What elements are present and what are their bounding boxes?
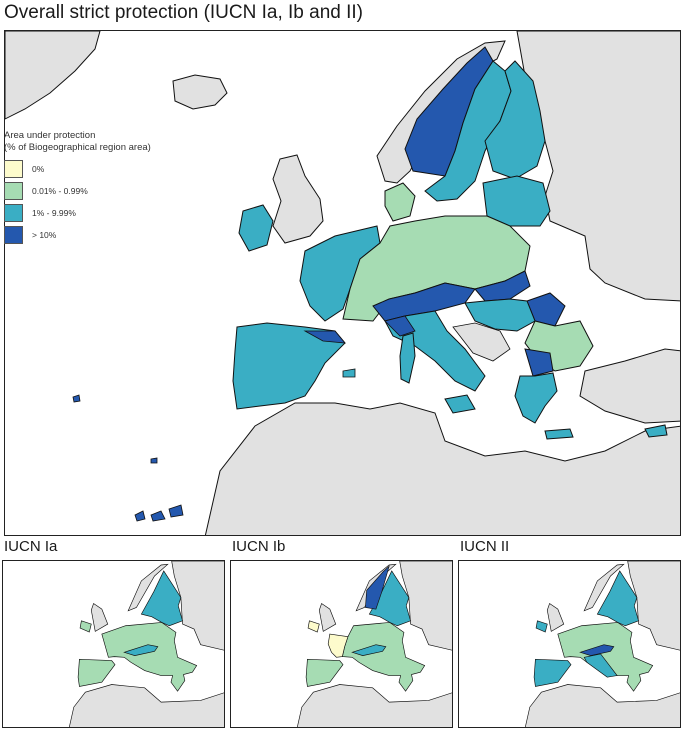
iucn-ii-map[interactable] [458, 560, 681, 728]
legend-title-line2: (% of Biogeographical region area) [4, 142, 151, 153]
legend-title-line1: Area under protection [4, 130, 96, 141]
main-map[interactable] [4, 30, 681, 536]
north-africa [524, 684, 680, 727]
legend-swatch [4, 160, 23, 178]
pyrenees [303, 330, 346, 344]
alpine-scandinavia [365, 565, 390, 610]
legend-label: > 10% [32, 230, 57, 240]
iucn-ib-map-svg [231, 561, 452, 727]
united-kingdom [318, 602, 337, 632]
russia [399, 561, 452, 651]
legend-swatch [4, 204, 23, 222]
turkey [579, 348, 680, 424]
united-kingdom [90, 602, 109, 632]
iucn-ii-map-svg [459, 561, 680, 727]
map-title: Overall strict protection (IUCN Ia, Ib a… [4, 2, 364, 23]
greece [514, 372, 558, 424]
russia [171, 561, 224, 651]
alps [123, 644, 159, 656]
central-europe [341, 622, 426, 692]
legend-swatch [4, 226, 23, 244]
legend-label: 0% [32, 164, 45, 174]
azores [72, 394, 81, 403]
panel-label-iucn-ia: IUCN Ia [4, 538, 58, 555]
map-legend: Area under protection (% of Biogeographi… [4, 130, 151, 246]
legend-item: > 10% [4, 224, 151, 246]
sardinia-corsica [399, 332, 416, 384]
italy [583, 653, 618, 678]
rhodope [524, 348, 554, 377]
iberian-peninsula [77, 658, 116, 687]
western-alps [384, 315, 416, 337]
north-africa [296, 684, 452, 727]
denmark [384, 182, 416, 222]
norway [583, 563, 625, 612]
legend-item: 0% [4, 158, 151, 180]
western-balkans [452, 322, 511, 362]
central-europe [101, 622, 198, 692]
legend-label: 0.01% - 0.99% [32, 186, 88, 196]
united-kingdom [272, 154, 324, 244]
atlantic-region [327, 633, 349, 658]
united-kingdom [546, 602, 565, 632]
russia [627, 561, 680, 651]
madeira [150, 457, 158, 464]
panel-label-iucn-ib: IUCN Ib [232, 538, 286, 555]
ireland [307, 620, 320, 633]
sicily [444, 394, 476, 414]
iucn-ia-map[interactable] [2, 560, 225, 728]
iceland [172, 74, 228, 110]
legend-label: 1% - 9.99% [32, 208, 76, 218]
scandinavia-baltic [140, 570, 183, 627]
canary-island-1 [134, 510, 146, 522]
balearic-islands [342, 368, 356, 378]
scandinavia-baltic [368, 570, 411, 627]
crete [544, 428, 574, 440]
legend-swatch [4, 182, 23, 200]
iberian-peninsula [533, 658, 572, 687]
main-map-svg [5, 31, 680, 535]
canary-island-2 [150, 510, 166, 522]
canary-island-3 [168, 504, 184, 518]
iberian-peninsula [232, 322, 346, 410]
norway [127, 563, 169, 612]
ireland [238, 204, 274, 252]
central-europe [557, 622, 654, 692]
alps [351, 644, 387, 656]
north-africa [68, 684, 224, 727]
alps [579, 644, 615, 656]
panel-label-iucn-ii: IUCN II [460, 538, 510, 555]
greenland [5, 31, 101, 120]
iberian-peninsula [305, 658, 344, 687]
cyprus [644, 424, 668, 438]
ireland [535, 620, 548, 633]
iucn-ia-map-svg [3, 561, 224, 727]
legend-item: 0.01% - 0.99% [4, 180, 151, 202]
ireland [79, 620, 92, 633]
legend-item: 1% - 9.99% [4, 202, 151, 224]
scandinavia-baltic [596, 570, 639, 627]
iucn-ib-map[interactable] [230, 560, 453, 728]
